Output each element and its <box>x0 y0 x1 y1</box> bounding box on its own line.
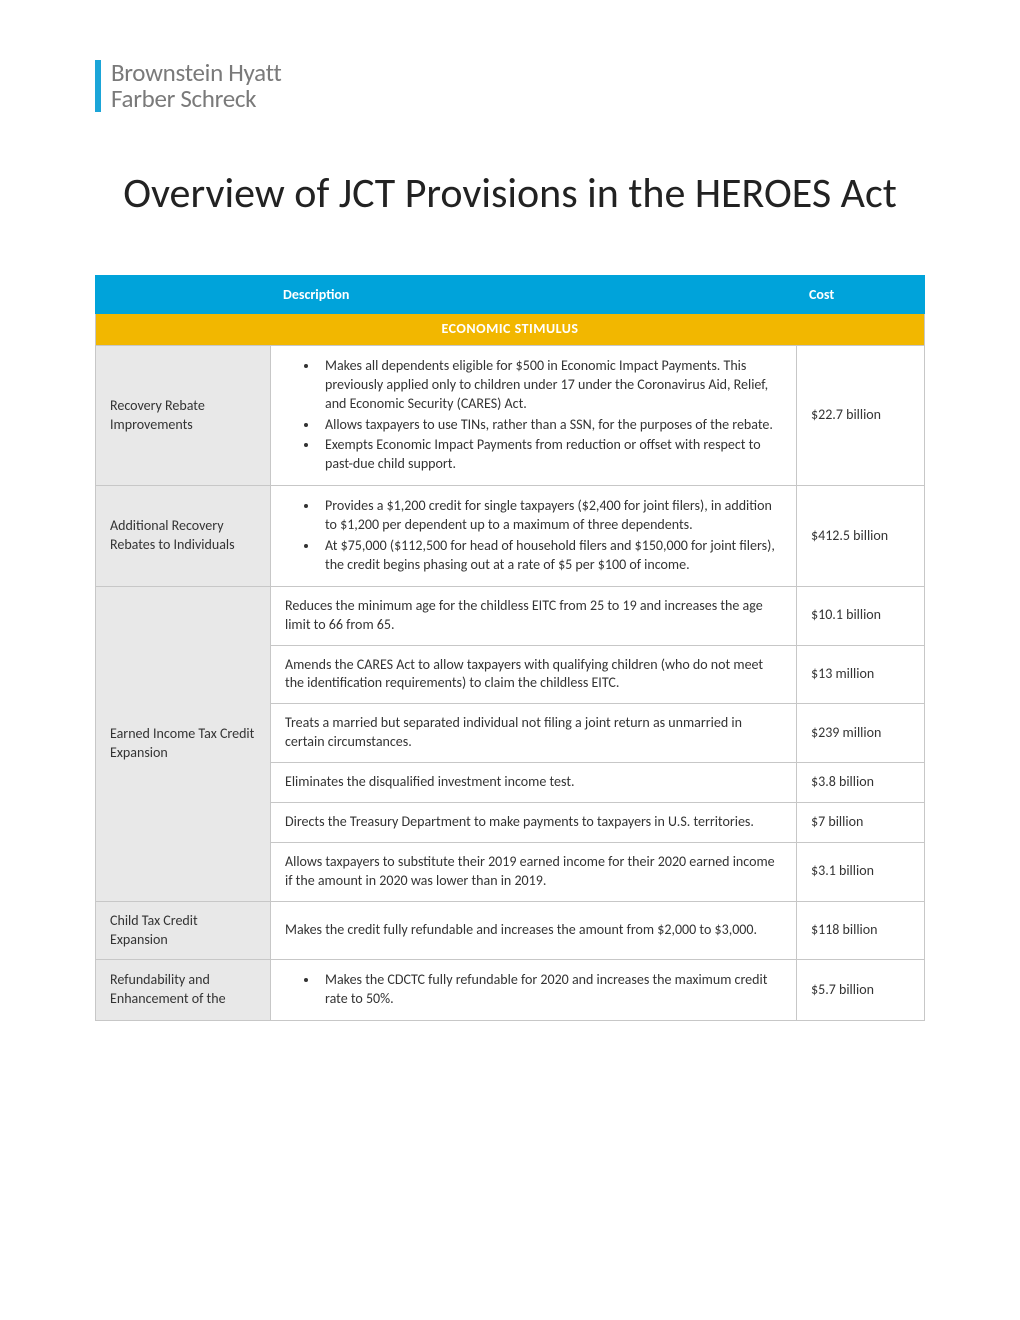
header-blank <box>96 276 271 314</box>
provision-name: Child Tax Credit Expansion <box>96 901 271 960</box>
provision-description: Reduces the minimum age for the childles… <box>271 586 797 645</box>
provision-description: Makes all dependents eligible for $500 i… <box>271 345 797 485</box>
provision-description: Directs the Treasury Department to make … <box>271 803 797 843</box>
provision-name: Additional Recovery Rebates to Individua… <box>96 486 271 587</box>
provision-description: Allows taxpayers to substitute their 201… <box>271 842 797 901</box>
table-header-row: Description Cost <box>96 276 925 314</box>
provision-description: Makes the CDCTC fully refundable for 202… <box>271 960 797 1021</box>
page-title: Overview of JCT Provisions in the HEROES… <box>95 168 925 221</box>
section-label: ECONOMIC STIMULUS <box>96 314 925 346</box>
provisions-table: Description Cost ECONOMIC STIMULUS Recov… <box>95 275 925 1021</box>
provision-description: Provides a $1,200 credit for single taxp… <box>271 486 797 587</box>
table-row: Refundability and Enhancement of the Mak… <box>96 960 925 1021</box>
bullet: Makes the CDCTC fully refundable for 202… <box>319 970 782 1010</box>
provision-cost: $3.8 billion <box>797 763 925 803</box>
header-description: Description <box>271 276 797 314</box>
provision-cost: $7 billion <box>797 803 925 843</box>
section-row: ECONOMIC STIMULUS <box>96 314 925 346</box>
bullet: Provides a $1,200 credit for single taxp… <box>319 496 782 536</box>
provision-cost: $22.7 billion <box>797 345 925 485</box>
provision-cost: $239 million <box>797 704 925 763</box>
provision-description: Makes the credit fully refundable and in… <box>271 901 797 960</box>
page-title-text: Overview of JCT Provisions in the HEROES… <box>123 168 897 219</box>
table-row: Earned Income Tax Credit Expansion Reduc… <box>96 586 925 645</box>
table-row: Additional Recovery Rebates to Individua… <box>96 486 925 587</box>
logo-accent-bar <box>95 60 101 112</box>
bullet: Exempts Economic Impact Payments from re… <box>319 435 782 475</box>
provision-description: Amends the CARES Act to allow taxpayers … <box>271 645 797 704</box>
provision-cost: $412.5 billion <box>797 486 925 587</box>
bullet: Makes all dependents eligible for $500 i… <box>319 356 782 415</box>
provision-cost: $13 million <box>797 645 925 704</box>
logo-text: Brownstein Hyatt Farber Schreck <box>111 60 281 113</box>
table-row: Recovery Rebate Improvements Makes all d… <box>96 345 925 485</box>
provision-name: Earned Income Tax Credit Expansion <box>96 586 271 901</box>
table-row: Child Tax Credit Expansion Makes the cre… <box>96 901 925 960</box>
provision-cost: $10.1 billion <box>797 586 925 645</box>
provision-cost: $118 billion <box>797 901 925 960</box>
bullet: Allows taxpayers to use TINs, rather tha… <box>319 415 782 436</box>
provision-description: Treats a married but separated individua… <box>271 704 797 763</box>
provision-cost: $3.1 billion <box>797 842 925 901</box>
provision-cost: $5.7 billion <box>797 960 925 1021</box>
bullet: At $75,000 ($112,500 for head of househo… <box>319 536 782 576</box>
provision-name: Recovery Rebate Improvements <box>96 345 271 485</box>
logo-line2: Farber Schreck <box>111 86 281 112</box>
header-cost: Cost <box>797 276 925 314</box>
provision-description: Eliminates the disqualified investment i… <box>271 763 797 803</box>
firm-logo: Brownstein Hyatt Farber Schreck <box>95 60 925 113</box>
provision-name: Refundability and Enhancement of the <box>96 960 271 1021</box>
